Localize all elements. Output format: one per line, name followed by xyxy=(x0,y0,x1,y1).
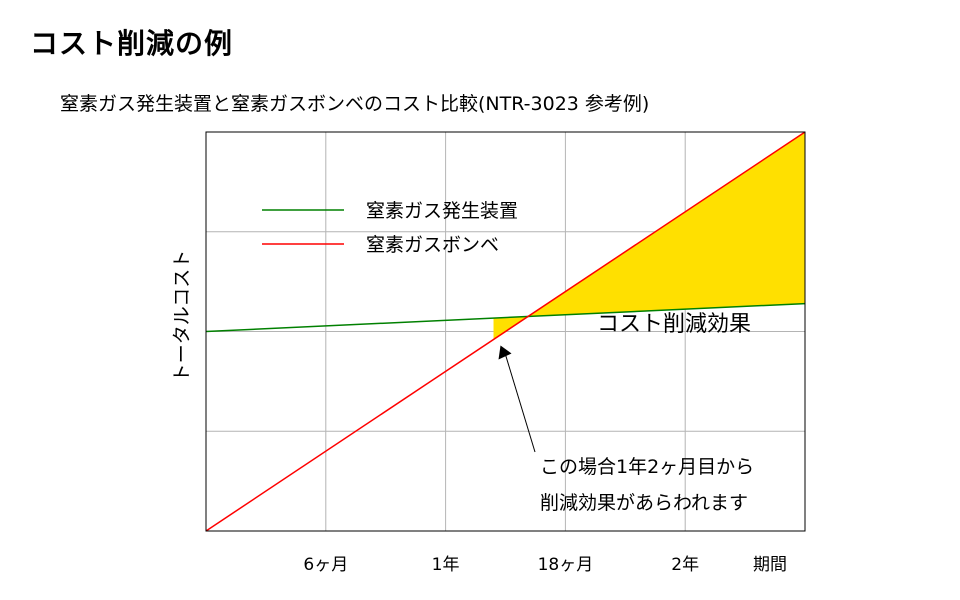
page-title: コスト削減の例 xyxy=(30,27,234,60)
plot-frame xyxy=(205,131,806,532)
y-axis-label: トータルコスト xyxy=(171,250,193,383)
legend-label-0: 窒素ガス発生装置 xyxy=(366,200,518,222)
x-axis-label: 期間 xyxy=(753,555,787,575)
series-line-1 xyxy=(205,131,806,532)
chart-title: 窒素ガス発生装置と窒素ガスボンベのコスト比較(NTR-3023 参考例) xyxy=(60,93,650,115)
annotation-text-line: 削減効果があらわれます xyxy=(540,492,748,514)
savings-label: コスト削減効果 xyxy=(597,312,751,337)
x-tick-label: 6ヶ月 xyxy=(303,555,348,575)
annotation-text-line: この場合1年2ヶ月目から xyxy=(540,456,754,478)
x-tick-label: 18ヶ月 xyxy=(538,555,594,575)
x-tick-label: 2年 xyxy=(671,555,699,575)
legend-label-1: 窒素ガスボンベ xyxy=(366,234,499,256)
x-tick-label: 1年 xyxy=(432,555,460,575)
annotation-arrowhead xyxy=(498,345,512,360)
annotation-arrow-line xyxy=(504,351,536,453)
series-line-0 xyxy=(205,302,806,333)
